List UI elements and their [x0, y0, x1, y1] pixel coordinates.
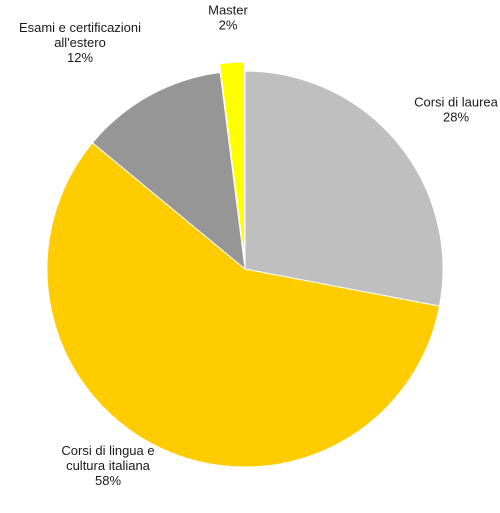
slice-value-label: 2%: [219, 18, 238, 33]
label-corsi-di-laurea: Corsi di laurea 28%: [414, 95, 499, 125]
slice-corsi-di-laurea: [244, 70, 444, 307]
slice-master: [219, 61, 245, 261]
slice-category-label: Master: [208, 3, 248, 18]
slice-category-label: cultura italiana: [66, 458, 151, 473]
pie-slices: [46, 61, 444, 468]
label-master: Master 2%: [208, 3, 248, 33]
slice-value-label: 58%: [95, 473, 121, 488]
label-corsi-di-lingua-e-cultura-italiana: Corsi di lingua e cultura italiana 58%: [61, 443, 154, 488]
slice-category-label: Esami e certificazioni: [19, 20, 141, 35]
label-esami-e-certificazioni-all-estero: Esami e certificazioni all'estero 12%: [19, 20, 141, 65]
slice-value-label: 12%: [67, 50, 93, 65]
pie-labels: Corsi di laurea 28% Corsi di lingua e cultu…: [19, 3, 499, 489]
slice-esami-e-certificazioni-all-estero: [91, 72, 246, 271]
slice-category-label: Corsi di laurea: [414, 95, 499, 110]
slice-corsi-di-lingua-e-cultura-italiana: [46, 142, 441, 468]
slice-category-label: all'estero: [54, 35, 106, 50]
slice-category-label: Corsi di lingua e: [61, 443, 154, 458]
slice-value-label: 28%: [443, 110, 469, 125]
